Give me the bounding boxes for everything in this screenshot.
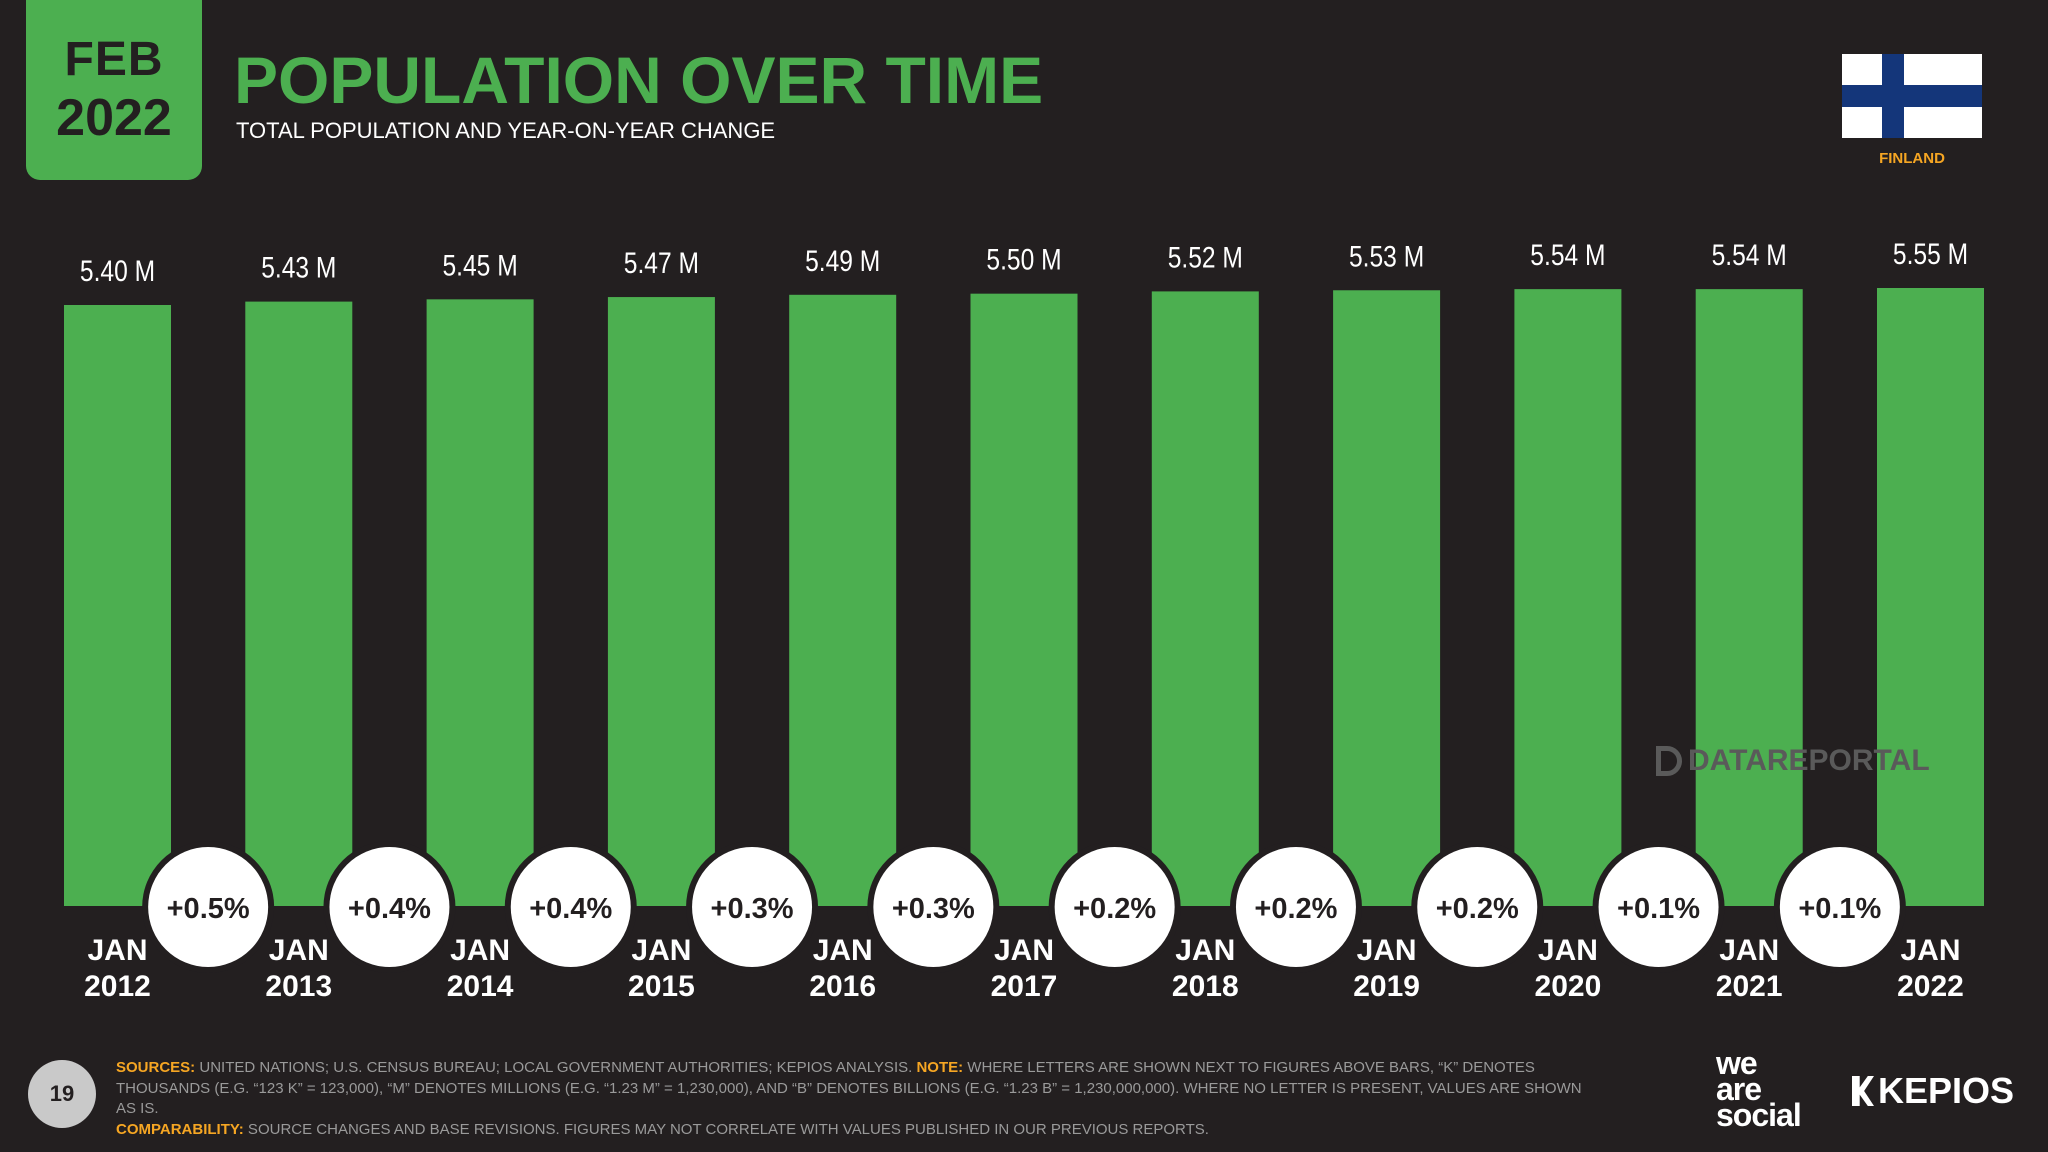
category-label-month: JAN	[1175, 934, 1235, 967]
change-bubble	[1779, 847, 1900, 967]
category-label-year: 2016	[809, 970, 876, 1003]
yoy-change-label: +0.2%	[1073, 893, 1156, 925]
watermark-text: DATAREPORTAL	[1688, 744, 1930, 777]
bar	[245, 301, 353, 907]
logo-word-we: we	[1716, 1045, 1758, 1081]
bar	[607, 297, 715, 907]
bar	[1695, 289, 1803, 907]
category-label-year: 2017	[991, 970, 1058, 1003]
datareportal-watermark: DATAREPORTAL	[1656, 744, 1930, 778]
bar-value-label: 5.55 M	[1893, 237, 1968, 271]
kepios-k-icon	[1852, 1076, 1874, 1106]
bar-value-label: 5.53 M	[1349, 239, 1424, 273]
bar	[1333, 290, 1441, 906]
yoy-change-label: +0.4%	[348, 893, 431, 925]
category-label-month: JAN	[994, 934, 1054, 967]
bar	[1514, 289, 1622, 907]
sources-text: UNITED NATIONS; U.S. CENSUS BUREAU; LOCA…	[195, 1059, 917, 1076]
bar	[426, 299, 534, 906]
yoy-change-label: +0.1%	[1617, 893, 1700, 925]
category-label-month: JAN	[450, 934, 510, 967]
sources-label: SOURCES:	[116, 1059, 196, 1076]
datareportal-logo-icon	[1656, 746, 1682, 776]
category-label-year: 2014	[447, 970, 514, 1003]
bar-value-label: 5.50 M	[986, 242, 1061, 276]
page-title: POPULATION OVER TIME	[234, 43, 1044, 117]
yoy-change-label: +0.3%	[711, 893, 794, 925]
bar-value-label: 5.47 M	[624, 246, 699, 280]
bar	[1877, 288, 1984, 906]
bar-value-label: 5.54 M	[1712, 238, 1787, 272]
country-label: FINLAND	[1879, 150, 1945, 167]
kepios-logo: KEPIOS	[1852, 1070, 2014, 1112]
category-label-year: 2022	[1897, 970, 1964, 1003]
category-label-month: JAN	[631, 934, 691, 967]
badge-month: FEB	[64, 33, 164, 86]
badge-year: 2022	[56, 89, 172, 147]
change-bubble	[1417, 847, 1538, 967]
category-label-year: 2019	[1353, 970, 1420, 1003]
yoy-change-label: +0.4%	[529, 893, 612, 925]
category-label-month: JAN	[1719, 934, 1779, 967]
logo-word-social: social	[1716, 1097, 1802, 1133]
category-label-month: JAN	[1357, 934, 1417, 967]
page-subtitle: TOTAL POPULATION AND YEAR-ON-YEAR CHANGE	[236, 118, 776, 143]
category-label-month: JAN	[813, 934, 873, 967]
note-text: WHERE LETTERS ARE SHOWN NEXT TO FIGURES …	[116, 1059, 1582, 1117]
yoy-change-label: +0.3%	[892, 893, 975, 925]
footer-notes: SOURCES: UNITED NATIONS; U.S. CENSUS BUR…	[116, 1058, 1586, 1140]
bar-value-label: 5.40 M	[80, 254, 155, 288]
change-bubble	[148, 847, 269, 967]
kepios-text: KEPIOS	[1878, 1070, 2015, 1111]
category-label-year: 2012	[84, 970, 151, 1003]
bar	[64, 305, 171, 906]
yoy-change-label: +0.1%	[1798, 893, 1881, 925]
bar	[1151, 291, 1259, 906]
category-label-year: 2013	[265, 970, 332, 1003]
bar-value-label: 5.52 M	[1168, 240, 1243, 274]
bar-value-label: 5.54 M	[1530, 238, 1605, 272]
change-bubble	[510, 847, 631, 967]
change-bubble	[1235, 847, 1356, 967]
category-label-year: 2020	[1535, 970, 1602, 1003]
bar-value-label: 5.43 M	[261, 250, 336, 284]
note-label: NOTE:	[916, 1059, 964, 1076]
bar-value-label: 5.45 M	[443, 248, 518, 282]
yoy-change-label: +0.5%	[167, 893, 250, 925]
bar-value-label: 5.49 M	[805, 243, 880, 277]
category-label-month: JAN	[1538, 934, 1598, 967]
category-label-month: JAN	[1900, 934, 1960, 967]
category-label-year: 2015	[628, 970, 695, 1003]
category-label-month: JAN	[87, 934, 147, 967]
category-label-year: 2021	[1716, 970, 1783, 1003]
change-bubble	[329, 847, 450, 967]
change-bubble	[873, 847, 994, 967]
comparability-label: COMPARABILITY:	[116, 1120, 244, 1138]
page-number: 19	[28, 1060, 96, 1128]
we-are-social-logo: we are social	[1716, 1045, 1802, 1133]
category-label-year: 2018	[1172, 970, 1239, 1003]
bar	[789, 294, 897, 906]
yoy-change-label: +0.2%	[1436, 893, 1519, 925]
date-badge: FEB 2022	[26, 0, 202, 180]
finland-flag-icon	[1842, 54, 1982, 138]
change-bubble	[1054, 847, 1175, 967]
yoy-change-label: +0.2%	[1254, 893, 1337, 925]
comparability-text: SOURCE CHANGES AND BASE REVISIONS. FIGUR…	[243, 1120, 1209, 1138]
logo-word-are: are	[1716, 1071, 1762, 1107]
change-bubble	[692, 847, 813, 967]
change-bubble	[1598, 847, 1719, 967]
category-label-month: JAN	[269, 934, 329, 967]
bar	[970, 293, 1078, 907]
